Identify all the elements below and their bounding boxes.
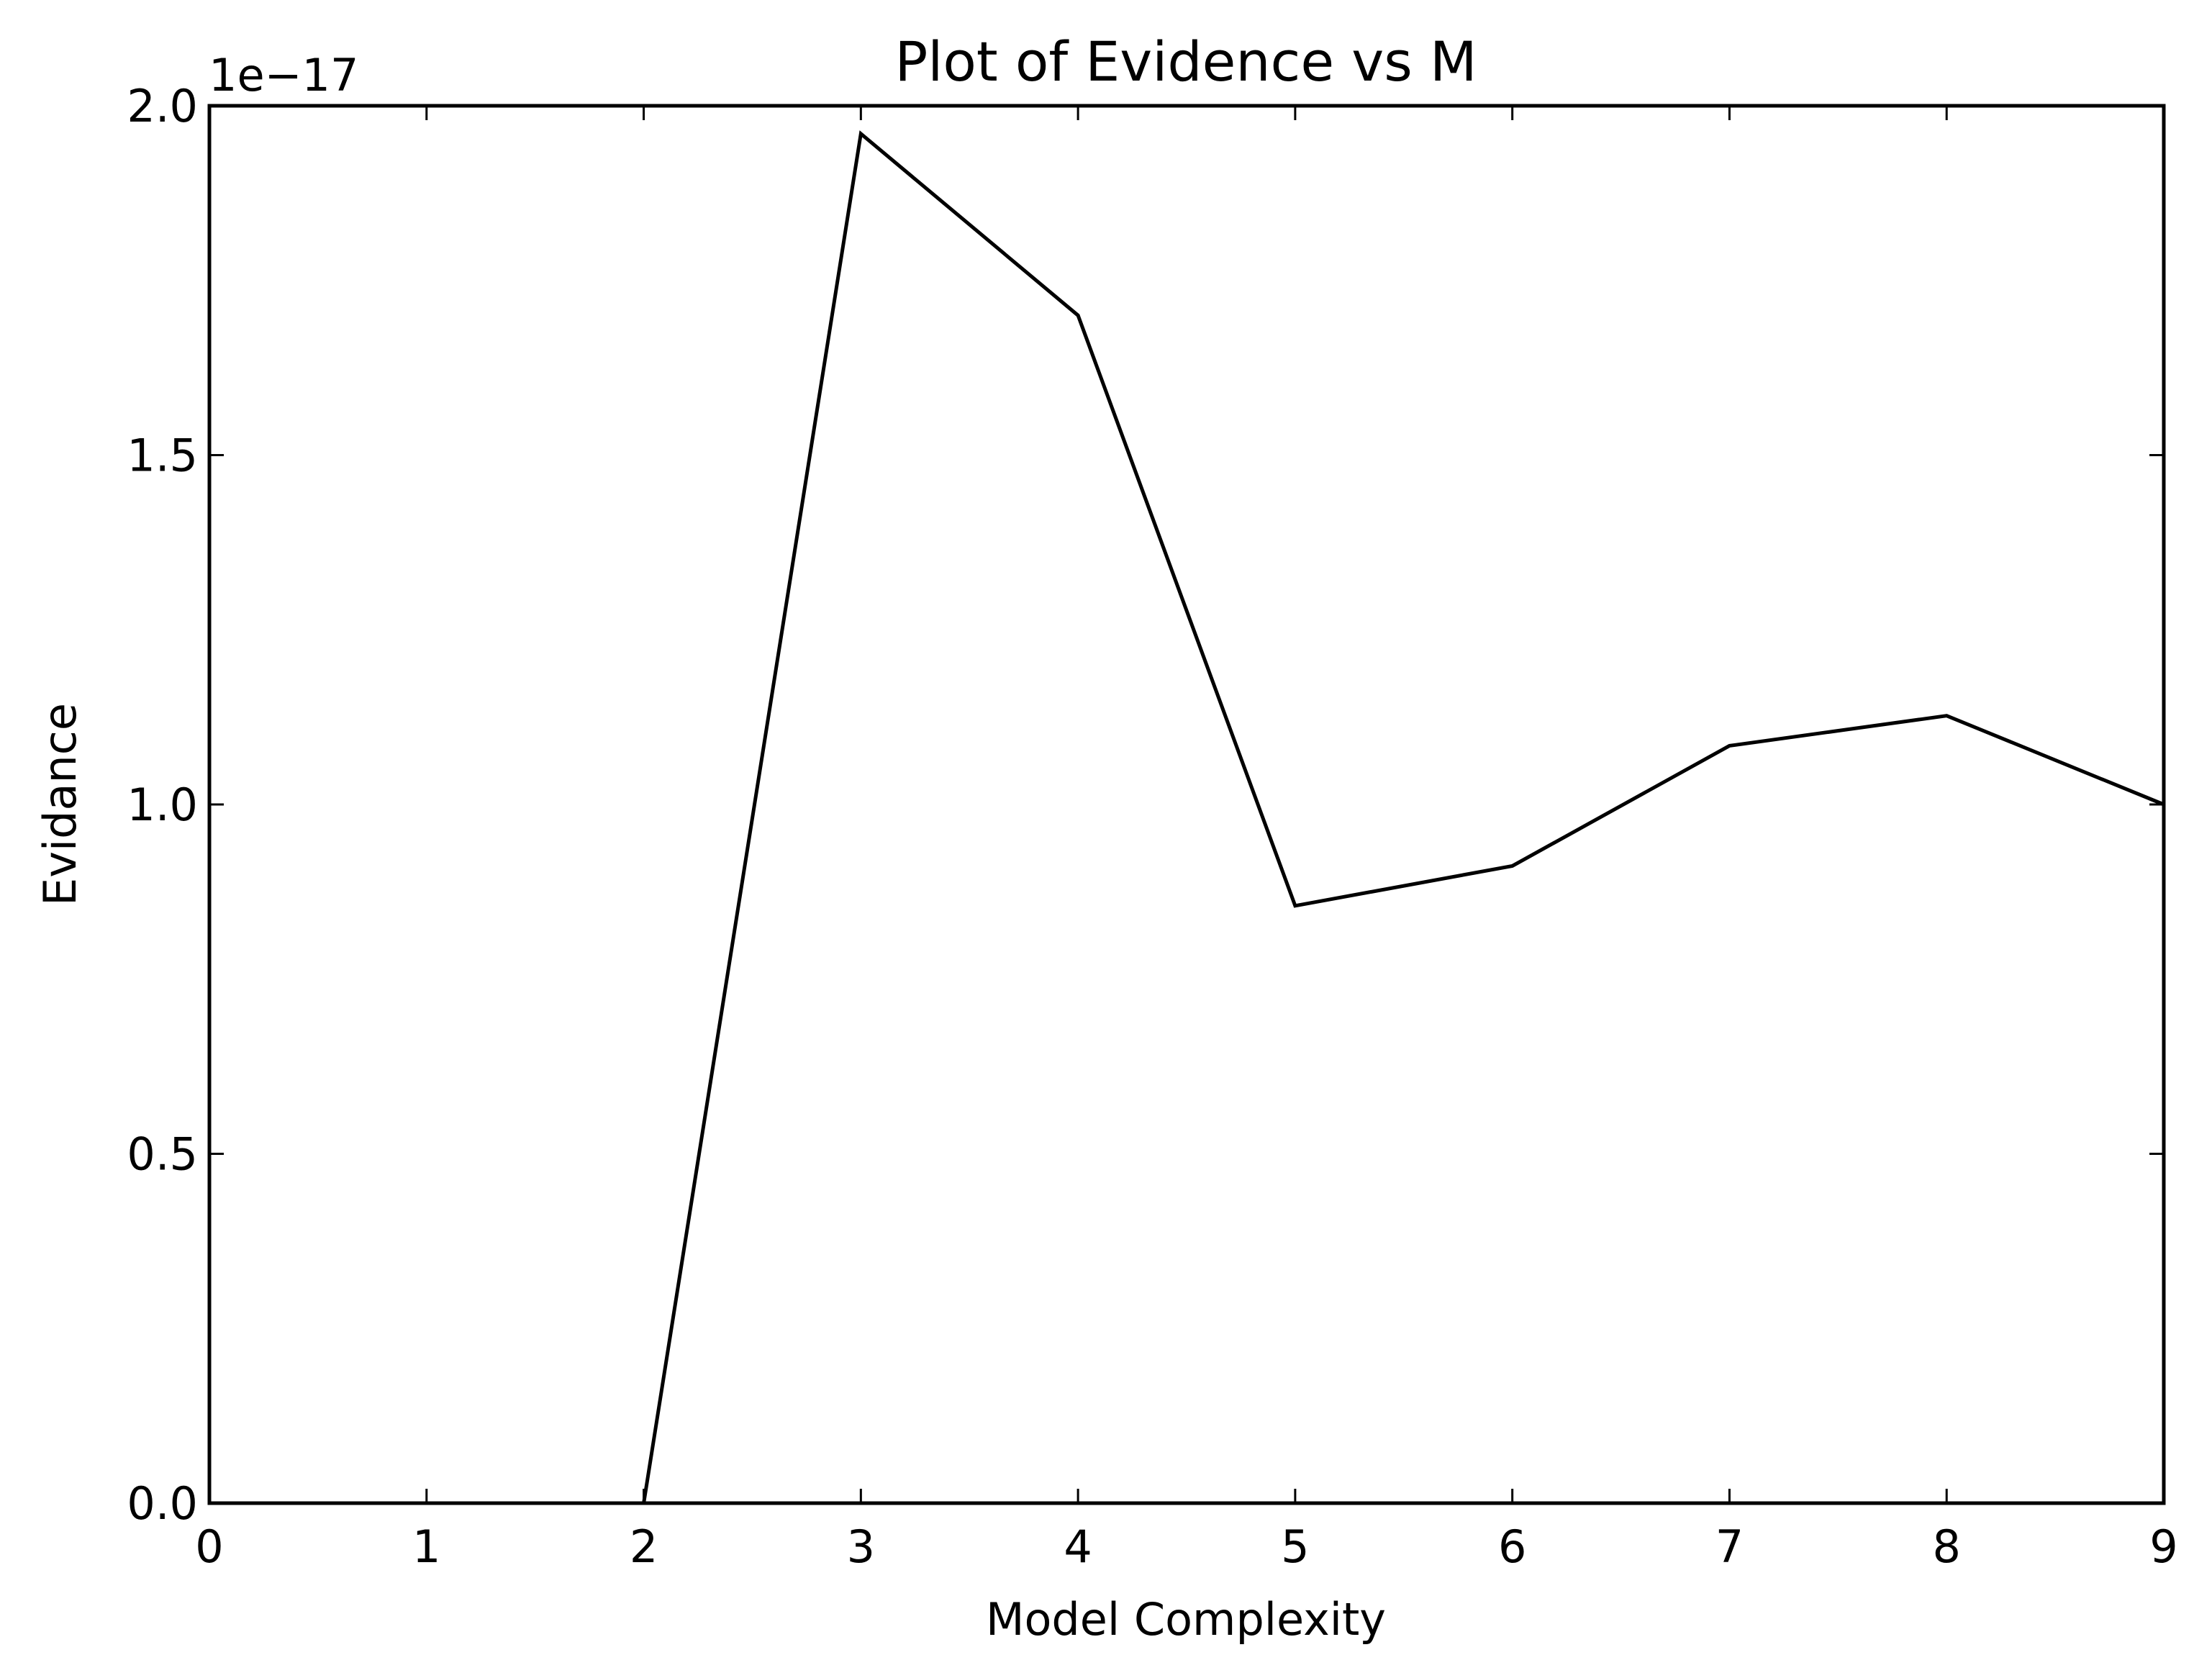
plot-frame bbox=[207, 104, 2166, 1505]
x-tick-label: 6 bbox=[1498, 1520, 1526, 1573]
axis-tick-labels: 0 1 2 3 4 5 6 7 8 9 0.0 0.5 1.0 1.5 2.0 bbox=[127, 80, 2177, 1573]
y-tick-label: 0.5 bbox=[127, 1128, 198, 1181]
x-axis-label: Model Complexity bbox=[986, 1593, 1386, 1646]
x-tick-label: 8 bbox=[1932, 1520, 1960, 1573]
x-tick-label: 1 bbox=[412, 1520, 440, 1573]
y-tick-label: 1.5 bbox=[127, 430, 198, 482]
x-tick-label: 5 bbox=[1281, 1520, 1309, 1573]
y-axis-label: Evidance bbox=[34, 703, 86, 906]
x-tick-label: 0 bbox=[195, 1520, 223, 1573]
y-axis-offset-label: 1e−17 bbox=[209, 49, 358, 101]
y-tick-label: 2.0 bbox=[127, 80, 198, 132]
y-tick-label: 0.0 bbox=[127, 1477, 198, 1530]
y-tick-label: 1.0 bbox=[127, 779, 198, 831]
x-tick-label: 4 bbox=[1064, 1520, 1092, 1573]
chart-title: Plot of Evidence vs M bbox=[894, 30, 1477, 94]
x-tick-label: 9 bbox=[2149, 1520, 2177, 1573]
x-tick-label: 2 bbox=[630, 1520, 658, 1573]
x-tick-label: 7 bbox=[1715, 1520, 1744, 1573]
x-tick-label: 3 bbox=[847, 1520, 875, 1573]
